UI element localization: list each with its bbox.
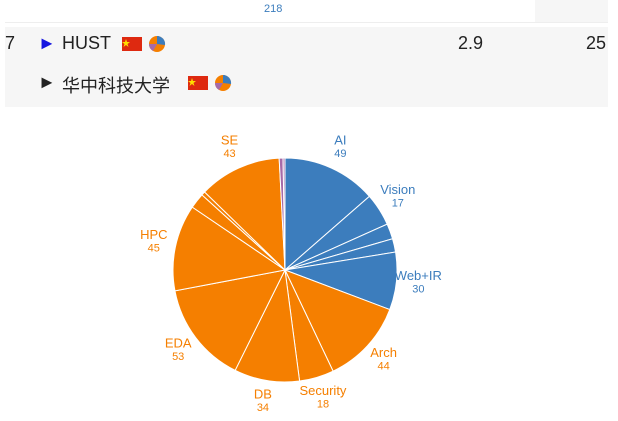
slice-label: EDA xyxy=(165,335,192,350)
flag xyxy=(188,76,208,90)
pie-slice xyxy=(203,157,286,272)
slice-value: 53 xyxy=(172,351,184,363)
slice-label: HPC xyxy=(140,227,167,242)
pie-slice xyxy=(284,269,391,372)
slice-value: 43 xyxy=(223,148,235,160)
pie-slice xyxy=(174,269,286,371)
institution-name[interactable]: HUST xyxy=(62,33,111,53)
expand-arrow[interactable]: ► xyxy=(38,33,56,53)
expand-arrow[interactable]: ► xyxy=(38,72,56,92)
row-background xyxy=(5,27,608,107)
slice-value: 30 xyxy=(412,283,424,295)
clipped-value: 218 xyxy=(264,3,283,15)
pie-slice xyxy=(282,157,286,271)
pie-slice xyxy=(172,206,287,292)
slice-value: 34 xyxy=(257,402,269,414)
slice-label: Web+IR xyxy=(395,268,442,283)
slice-label: DB xyxy=(254,387,272,402)
faculty-count: 25 xyxy=(586,33,607,53)
slice-label: Vision xyxy=(380,182,415,197)
pie-icon[interactable] xyxy=(148,35,166,53)
slice-value: 18 xyxy=(317,398,329,410)
slice-label: Arch xyxy=(370,345,397,360)
score: 2.9 xyxy=(458,33,484,53)
rank: 7 xyxy=(5,33,16,53)
slice-value: 45 xyxy=(148,243,160,255)
pie-icon[interactable] xyxy=(214,74,232,92)
divider xyxy=(5,22,608,23)
slice-label: AI xyxy=(334,132,346,147)
slice-label: Security xyxy=(299,383,346,398)
flag xyxy=(122,37,142,51)
slice-value: 49 xyxy=(334,148,346,160)
slice-label: SE xyxy=(221,132,239,147)
pie-slice xyxy=(284,157,371,272)
slice-value: 17 xyxy=(392,198,404,210)
previous-row-cell xyxy=(535,0,608,22)
institution-native-name: 华中科技大学 xyxy=(62,76,170,96)
slice-value: 44 xyxy=(377,361,389,373)
